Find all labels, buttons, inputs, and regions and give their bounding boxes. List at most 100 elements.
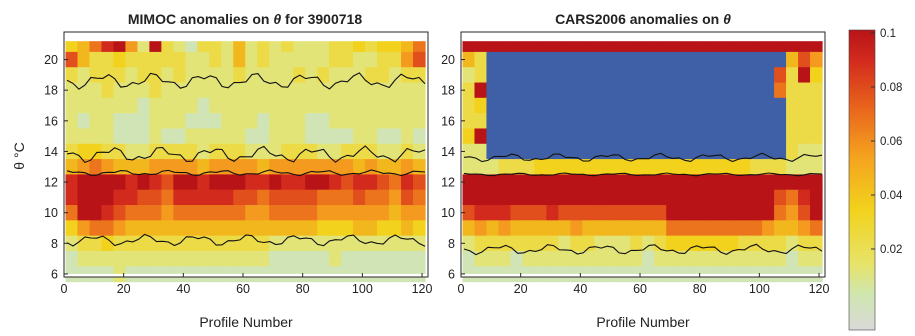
heatmap-cell [137,205,150,221]
colorbar-tick-label: 0.08 [880,82,902,94]
heatmap-cell [233,205,246,221]
heatmap-cell [401,51,414,68]
heatmap-cell [546,189,559,206]
mimoc-plot-frame [63,31,429,278]
heatmap-cell [377,67,390,84]
heatmap-cell [293,143,306,160]
heatmap-cell [113,143,127,160]
heatmap-cell [209,97,222,114]
heatmap-cell [149,189,162,206]
heatmap-cell [245,128,258,145]
heatmap-cell [197,205,210,221]
heatmap-cell [702,82,715,99]
heatmap-cell [582,189,595,206]
heatmap-cell [498,235,512,252]
heatmap-cell [161,205,174,221]
heatmap-cell [678,189,691,206]
heatmap-cell [341,128,354,145]
heatmap-cell [245,250,258,267]
heatmap-cell [546,250,559,267]
heatmap-cell [666,159,679,175]
heatmap-cell [305,97,318,114]
x-tick-label: 60 [633,282,647,296]
heatmap-cell [113,174,127,191]
heatmap-cell [774,143,787,160]
x-tick-label: 100 [749,282,770,296]
heatmap-cell [233,250,246,267]
heatmap-cell [197,128,210,145]
heatmap-cell [113,67,127,84]
heatmap-cell [690,97,703,114]
heatmap-cell [197,67,210,84]
heatmap-cell [353,189,366,206]
heatmap-cell [486,235,500,252]
heatmap-cell [774,174,787,191]
heatmap-cell [209,113,222,130]
heatmap-cell [690,113,703,130]
heatmap-cell [365,82,378,99]
y-tick-label: 18 [44,84,58,98]
heatmap-cell [750,205,763,221]
heatmap-cell [65,128,79,145]
heatmap-cell [161,143,174,160]
y-tick-label: 6 [448,267,455,281]
heatmap-cell [594,67,607,84]
heatmap-cell [750,250,763,267]
heatmap-cell [305,205,318,221]
heatmap-cell [149,128,162,145]
heatmap-cell [558,67,571,84]
heatmap-cell [401,113,414,130]
heatmap-cell [810,51,823,68]
heatmap-cell [582,97,595,114]
heatmap-cell [522,205,535,221]
heatmap-cell [690,128,703,145]
heatmap-cell [714,174,727,191]
heatmap-cell [714,205,727,221]
heatmap-cell [714,82,727,99]
heatmap-cell [113,250,127,267]
heatmap-cell [389,51,402,68]
heatmap-cell [702,220,715,237]
heatmap-cell [738,51,751,68]
heatmap-cell [738,143,751,160]
heatmap-cell [257,128,270,145]
heatmap-cell [341,250,354,267]
heatmap-cell [462,82,476,99]
heatmap-cell [594,174,607,191]
mimoc-x-label: Profile Number [199,314,293,330]
heatmap-cell [293,159,306,175]
heatmap-cell [630,143,643,160]
heatmap-cell [558,128,571,145]
heatmap-cell [401,82,414,99]
heatmap-cell [161,128,174,145]
heatmap-cell [786,220,799,237]
heatmap-cell [630,189,643,206]
heatmap-cell [401,159,414,175]
no-data-region [64,273,428,277]
heatmap-cell [413,128,426,145]
heatmap-cell [582,51,595,68]
heatmap-cell [269,220,282,237]
cars-title: CARS2006 anomalies on θ [555,11,731,27]
heatmap-cell [125,128,138,145]
heatmap-cell [702,51,715,68]
heatmap-cell [221,67,234,84]
heatmap-cell [462,205,476,221]
x-tick-label: 40 [573,282,587,296]
heatmap-cell [750,143,763,160]
heatmap-cell [690,174,703,191]
heatmap-cell [678,67,691,84]
heatmap-cell [498,250,512,267]
heatmap-cell [702,205,715,221]
heatmap-cell [149,97,162,114]
heatmap-cell [77,67,91,84]
heatmap-cell [798,51,811,68]
heatmap-cell [726,143,739,160]
heatmap-cell [65,82,79,99]
heatmap-cell [221,189,234,206]
heatmap-cell [329,67,342,84]
heatmap-cell [317,174,330,191]
heatmap-cell [690,82,703,99]
heatmap-cell [221,220,234,237]
heatmap-cell [269,113,282,130]
